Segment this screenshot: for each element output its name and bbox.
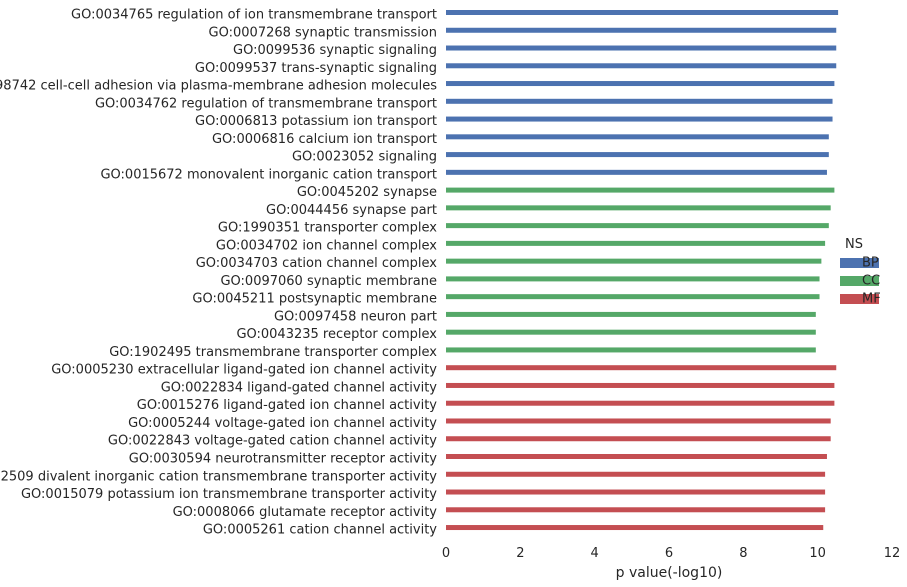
bar-mf-9 (446, 507, 826, 513)
category-label: GO:0043235 receptor complex (236, 327, 437, 342)
category-label: GO:0097060 synaptic membrane (220, 274, 437, 289)
legend-swatch-cc (840, 276, 879, 286)
x-tick-label: 2 (516, 546, 524, 561)
category-label: GO:0022843 voltage-gated cation channel … (108, 434, 437, 449)
category-label: GO:0099536 synaptic signaling (233, 43, 437, 58)
category-label: GO:0006813 potassium ion transport (195, 114, 437, 129)
category-label: GO:0097458 neuron part (274, 309, 437, 324)
legend-swatch-bp (840, 258, 879, 268)
category-label: GO:0034702 ion channel complex (216, 238, 437, 253)
bar-bp-1 (446, 10, 839, 15)
bar-mf-10 (446, 525, 824, 531)
x-axis-label: p value(-log10) (616, 565, 723, 581)
bar-mf-7 (446, 471, 826, 477)
bar-bp-4 (446, 63, 837, 69)
x-tick-label: 12 (884, 546, 901, 561)
bar-bp-7 (446, 116, 833, 122)
category-label: GO:0006816 calcium ion transport (212, 132, 437, 147)
bars-group (446, 10, 839, 531)
legend-label-mf: MF (862, 292, 881, 307)
bar-cc-6 (446, 276, 820, 282)
legend-label-bp: BP (862, 256, 879, 271)
category-label: GO:0008066 glutamate receptor activity (173, 505, 438, 520)
x-tick-label: 8 (739, 546, 747, 561)
legend-title: NS (845, 237, 863, 252)
category-label: GO:0005261 cation channel activity (203, 523, 437, 538)
bar-bp-3 (446, 45, 837, 51)
category-label: GO:0045211 postsynaptic membrane (192, 292, 437, 307)
bar-cc-4 (446, 240, 826, 246)
category-label: GO:0023052 signaling (292, 150, 437, 165)
category-labels-group: GO:0034765 regulation of ion transmembra… (0, 8, 437, 538)
bar-mf-1 (446, 365, 837, 371)
legend-label-cc: CC (862, 274, 880, 289)
category-label: GO:0044456 synapse part (266, 203, 437, 218)
bar-bp-9 (446, 152, 829, 158)
x-tick-label: 10 (809, 546, 826, 561)
category-label: GO:0015276 ligand-gated ion channel acti… (137, 398, 438, 413)
x-ticks-group: 0 2 4 6 8 10 12 (442, 546, 900, 561)
bar-cc-5 (446, 258, 822, 264)
category-label: GO:0005230 extracellular ligand-gated io… (51, 363, 437, 378)
bar-bp-5 (446, 81, 835, 87)
category-label: GO:0034762 regulation of transmembrane t… (95, 96, 437, 111)
bar-cc-1 (446, 187, 835, 193)
bar-cc-8 (446, 311, 816, 317)
category-label: GO:0045202 synapse (297, 185, 437, 200)
category-label: GO:1902495 transmembrane transporter com… (109, 345, 437, 360)
legend: NS BP CC MF (840, 237, 881, 307)
bar-cc-2 (446, 205, 831, 211)
bar-bp-6 (446, 98, 833, 104)
bar-mf-3 (446, 400, 835, 406)
bar-mf-6 (446, 454, 827, 459)
bar-mf-2 (446, 382, 835, 388)
category-label: GO:0015079 potassium ion transmembrane t… (21, 487, 437, 502)
category-label: GO:0072509 divalent inorganic cation tra… (0, 469, 437, 484)
bar-cc-10 (446, 347, 816, 353)
category-label: GO:0034703 cation channel complex (196, 256, 438, 271)
category-label: GO:0030594 neurotransmitter receptor act… (129, 452, 438, 467)
category-label: GO:0015672 monovalent inorganic cation t… (100, 167, 437, 182)
category-label: GO:0099537 trans-synaptic signaling (195, 61, 437, 76)
x-tick-label: 6 (665, 546, 673, 561)
x-tick-label: 0 (442, 546, 450, 561)
bar-bp-8 (446, 134, 829, 140)
legend-swatch-mf (840, 294, 879, 304)
category-label: GO:0005244 voltage-gated ion channel act… (128, 416, 437, 431)
bar-mf-8 (446, 489, 826, 495)
legend-items: BP CC MF (840, 256, 881, 307)
bar-mf-4 (446, 418, 831, 424)
bar-cc-7 (446, 294, 820, 300)
bar-mf-5 (446, 436, 831, 442)
category-label: GO:0034765 regulation of ion transmembra… (71, 8, 437, 23)
bar-cc-9 (446, 329, 816, 335)
bar-cc-3 (446, 223, 829, 229)
category-label: GO:0007268 synaptic transmission (209, 25, 437, 40)
category-label: GO:0022834 ligand-gated channel activity (161, 380, 438, 395)
bar-bp-2 (446, 27, 837, 33)
category-label: GO:0098742 cell-cell adhesion via plasma… (0, 79, 437, 94)
x-tick-label: 4 (591, 546, 599, 561)
bar-bp-10 (446, 169, 827, 175)
category-label: GO:1990351 transporter complex (218, 221, 437, 236)
